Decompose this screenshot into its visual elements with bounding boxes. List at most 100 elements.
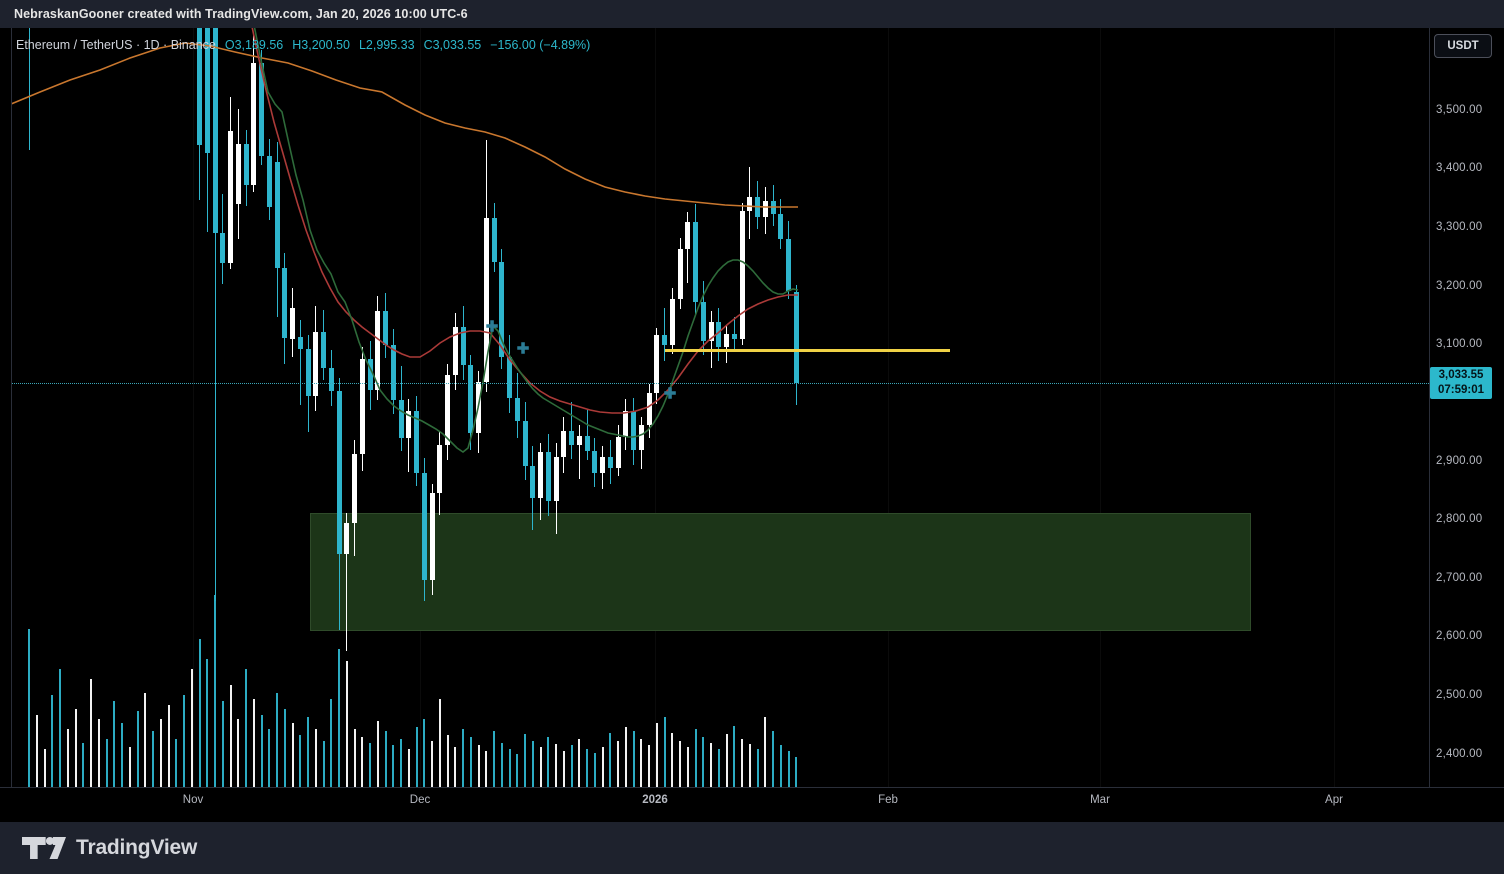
candle-body xyxy=(662,334,667,346)
attribution-bar: NebraskanGooner created with TradingView… xyxy=(0,0,1504,28)
volume-bar xyxy=(508,749,511,787)
volume-bar xyxy=(655,723,658,787)
legend-open: O3,189.56 xyxy=(224,38,284,52)
candle-wick xyxy=(299,319,301,406)
currency-toggle-button[interactable]: USDT xyxy=(1434,34,1492,58)
volume-bar xyxy=(245,669,247,787)
candle-body xyxy=(251,63,257,185)
volume-bar xyxy=(779,745,782,787)
yellow-level-line[interactable] xyxy=(665,348,950,352)
candle-body xyxy=(561,430,567,457)
volume-bar xyxy=(531,741,534,787)
candle-body xyxy=(615,436,621,469)
time-tick-nov: Nov xyxy=(182,794,204,806)
month-gridline xyxy=(1334,28,1335,787)
volume-bar xyxy=(787,751,790,787)
volume-bar xyxy=(446,735,449,787)
volume-bar xyxy=(90,679,92,787)
volume-bar xyxy=(710,743,712,787)
candle-body xyxy=(576,435,582,445)
month-gridline xyxy=(193,28,194,787)
volume-bar xyxy=(756,749,759,787)
candle-body xyxy=(421,472,427,580)
tradingview-logo-icon[interactable] xyxy=(22,835,66,861)
brand-bar: TradingView xyxy=(0,822,1504,874)
candle-body xyxy=(476,381,481,434)
candle-body xyxy=(321,332,326,368)
price-tick-label: 2,900.00 xyxy=(1436,455,1483,467)
volume-bar xyxy=(105,739,108,787)
candle-body xyxy=(460,326,466,366)
volume-bar xyxy=(400,739,402,787)
candle-wick xyxy=(586,408,588,461)
volume-bar xyxy=(206,659,209,787)
volume-bar xyxy=(717,749,720,787)
volume-bar xyxy=(648,745,650,787)
volume-bar xyxy=(59,669,61,787)
price-tick-label: 3,400.00 xyxy=(1436,162,1483,174)
price-tick-label: 2,800.00 xyxy=(1436,513,1483,525)
candle-body xyxy=(468,365,474,434)
candle-body xyxy=(693,222,698,303)
volume-bar xyxy=(733,726,736,787)
volume-bar xyxy=(500,743,503,787)
last-price-badge: 3,033.55 07:59:01 xyxy=(1430,367,1492,400)
candle-body xyxy=(786,238,791,292)
volume-bar xyxy=(601,747,604,787)
volume-bar xyxy=(28,629,30,787)
candle-body xyxy=(545,451,551,502)
candle-body xyxy=(235,143,241,204)
price-tick-label: 2,600.00 xyxy=(1436,630,1483,642)
price-tick-label: 2,500.00 xyxy=(1436,689,1483,701)
legend-close: C3,033.55 xyxy=(423,38,482,52)
legend-symbol[interactable]: Ethereum / TetherUS · 1D · Binance xyxy=(16,38,216,52)
candle-body xyxy=(724,333,729,347)
volume-bar xyxy=(617,741,619,787)
bar-countdown: 07:59:01 xyxy=(1437,384,1485,397)
time-tick-2026: 2026 xyxy=(642,794,668,806)
plus-marker: ✚ xyxy=(663,385,677,403)
candle-body xyxy=(429,492,435,580)
legend-change: −156.00 (−4.89%) xyxy=(490,38,591,52)
chart-legend[interactable]: Ethereum / TetherUS · 1D · Binance O3,189… xyxy=(16,38,590,52)
time-axis[interactable]: Nov Dec 2026 Feb Mar Apr xyxy=(0,787,1504,823)
candle-body xyxy=(305,348,311,396)
volume-bar xyxy=(369,743,371,787)
candle-body xyxy=(584,435,590,451)
ma-green-line xyxy=(253,28,799,453)
volume-bar xyxy=(516,754,519,787)
volume-bar xyxy=(74,709,77,787)
volume-bar xyxy=(97,719,100,787)
volume-bar xyxy=(562,751,565,787)
plot-canvas[interactable]: Ethereum / TetherUS · 1D · Binance O3,189… xyxy=(12,28,1429,787)
brand-name[interactable]: TradingView xyxy=(76,836,198,859)
candle-body xyxy=(538,451,543,498)
time-tick-mar: Mar xyxy=(1090,794,1110,806)
volume-bar xyxy=(640,739,643,787)
price-tick-label: 2,700.00 xyxy=(1436,572,1483,584)
volume-bar xyxy=(361,737,364,787)
volume-bar xyxy=(485,751,488,787)
candle-body xyxy=(716,321,722,347)
candle-body xyxy=(739,210,745,340)
candle-body xyxy=(507,357,512,399)
candle-body xyxy=(445,374,450,445)
candle-body xyxy=(708,321,714,341)
candle-body xyxy=(623,410,629,437)
volume-bar xyxy=(252,699,255,787)
volume-bar xyxy=(725,734,728,787)
volume-bar xyxy=(175,739,178,787)
candle-body xyxy=(274,161,280,269)
volume-bar xyxy=(477,745,480,787)
volume-bar xyxy=(493,731,495,787)
volume-bar xyxy=(423,719,426,787)
price-axis[interactable]: USDT 3,033.55 07:59:01 3,500.00 3,400.00 3… xyxy=(1429,28,1504,822)
price-tick-label: 3,100.00 xyxy=(1436,338,1483,350)
last-price-value: 3,033.55 xyxy=(1438,369,1484,382)
volume-bar xyxy=(376,721,379,787)
volume-bar xyxy=(214,595,216,787)
candle-body xyxy=(654,334,660,394)
candle-body xyxy=(499,262,505,358)
volume-bar xyxy=(694,729,697,787)
